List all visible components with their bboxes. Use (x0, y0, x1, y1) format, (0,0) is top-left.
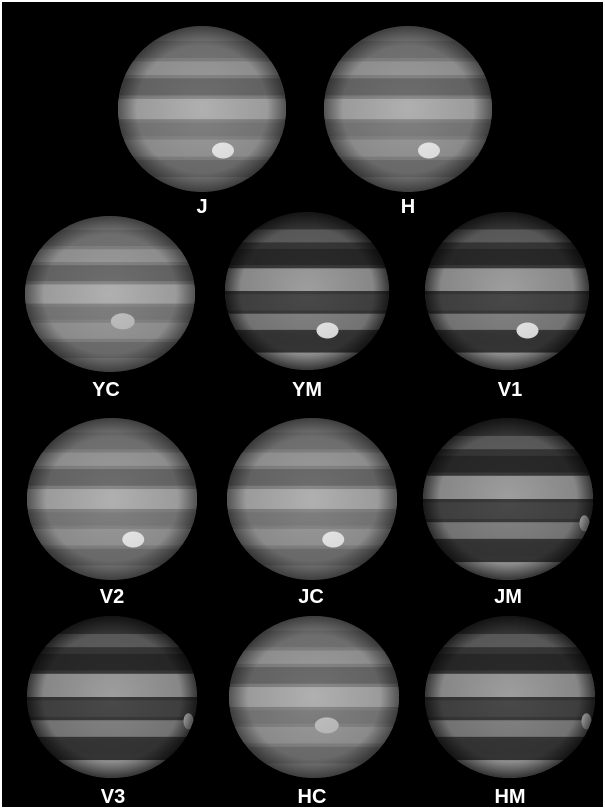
planet-disk (27, 418, 197, 580)
planet-image-h (324, 26, 492, 192)
panel-v1 (422, 210, 592, 372)
planet-disk (118, 26, 286, 192)
planet-image-v2 (27, 418, 197, 580)
panel-label-jc: JC (298, 586, 324, 608)
planet-disk (423, 418, 593, 580)
panel-label-ym: YM (292, 379, 322, 401)
panel-label-v1: V1 (497, 379, 523, 401)
planet-image-jc (227, 418, 397, 580)
panel-ym (222, 210, 392, 372)
panel-j (115, 24, 289, 194)
planet-image-ym (225, 212, 389, 370)
planet-disk (425, 212, 589, 370)
panel-label-yc: YC (92, 379, 120, 401)
panel-label-v3: V3 (100, 786, 126, 808)
panel-label-h: H (400, 196, 416, 218)
panel-v2 (24, 416, 200, 582)
panel-label-v2: V2 (99, 586, 125, 608)
panel-label-hm: HM (494, 786, 526, 808)
panel-jm (420, 416, 596, 582)
planet-image-jm (423, 418, 593, 580)
planet-disk (229, 616, 399, 778)
planet-image-v3 (27, 616, 197, 778)
planet-disk (27, 616, 197, 778)
planet-image-v1 (425, 212, 589, 370)
panel-label-jm: JM (494, 586, 522, 608)
panel-h (321, 24, 495, 194)
planet-disk (324, 26, 492, 192)
planet-image-hm (425, 616, 595, 778)
planet-image-j (118, 26, 286, 192)
panel-label-hc: HC (297, 786, 327, 808)
planet-image-yc (25, 216, 195, 372)
panel-jc (224, 416, 400, 582)
planet-image-hc (229, 616, 399, 778)
planet-disk (225, 212, 389, 370)
panel-label-j: J (196, 196, 208, 218)
planet-disk (25, 216, 195, 372)
panel-hm (422, 614, 598, 780)
panel-v3 (24, 614, 200, 780)
panel-yc (22, 214, 198, 374)
panel-hc (226, 614, 402, 780)
planet-disk (227, 418, 397, 580)
planet-disk (425, 616, 595, 778)
